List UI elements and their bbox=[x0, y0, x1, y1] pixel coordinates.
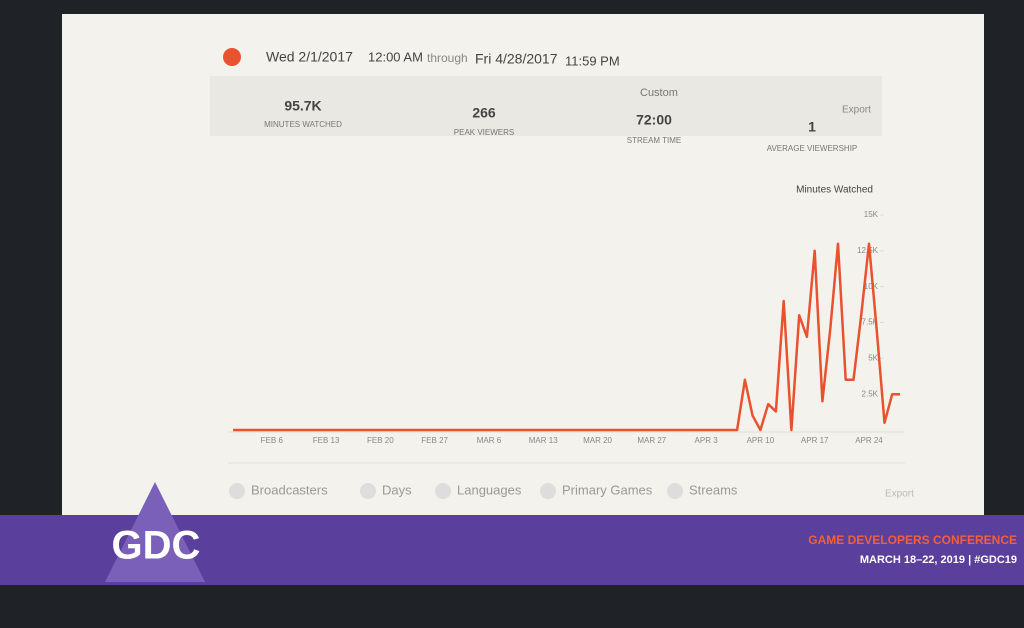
stat-label: MINUTES WATCHED bbox=[264, 120, 342, 129]
x-tick-label: APR 17 bbox=[801, 436, 829, 445]
tab-export[interactable]: Export bbox=[885, 489, 914, 500]
tab[interactable]: Days bbox=[382, 482, 412, 497]
stat-label: AVERAGE VIEWERSHIP bbox=[767, 144, 858, 153]
conference-name: GAME DEVELOPERS CONFERENCE bbox=[808, 533, 1017, 547]
gdc-logo: GDC bbox=[112, 524, 201, 568]
stat-value: 266 bbox=[472, 105, 496, 121]
tab[interactable]: Broadcasters bbox=[251, 482, 328, 497]
calendar-icon[interactable] bbox=[223, 48, 241, 66]
x-tick-label: FEB 6 bbox=[261, 436, 284, 445]
start-date[interactable]: Wed 2/1/2017 bbox=[266, 49, 353, 65]
y-tick-label: 10K bbox=[864, 282, 879, 291]
tab-icon[interactable] bbox=[360, 483, 376, 499]
tab-icon[interactable] bbox=[540, 483, 556, 499]
tab-icon[interactable] bbox=[435, 483, 451, 499]
x-tick-label: APR 3 bbox=[695, 436, 719, 445]
range-select[interactable]: Custom bbox=[640, 87, 678, 99]
x-tick-label: APR 24 bbox=[855, 436, 883, 445]
metric-select[interactable]: Minutes Watched bbox=[796, 185, 873, 196]
y-tick-label: 2.5K bbox=[862, 389, 879, 398]
line bbox=[233, 242, 900, 432]
tab-icon[interactable] bbox=[667, 483, 683, 499]
stat-label: PEAK VIEWERS bbox=[454, 128, 514, 137]
conference-dates: MARCH 18–22, 2019 | #GDC19 bbox=[860, 554, 1017, 566]
stat-value: 95.7K bbox=[284, 98, 321, 114]
x-tick-label: MAR 13 bbox=[529, 436, 558, 445]
stats-bar bbox=[210, 76, 882, 136]
x-tick-label: FEB 20 bbox=[367, 436, 394, 445]
x-tick-label: MAR 20 bbox=[583, 436, 612, 445]
tab[interactable]: Languages bbox=[457, 482, 522, 497]
x-tick-label: FEB 13 bbox=[313, 436, 340, 445]
through: through bbox=[427, 51, 468, 65]
y-tick-label: 15K bbox=[864, 210, 879, 219]
export[interactable]: Export bbox=[842, 105, 871, 116]
end-date[interactable]: Fri 4/28/2017 bbox=[475, 51, 558, 67]
stat-label: STREAM TIME bbox=[627, 136, 682, 145]
tab-icon[interactable] bbox=[229, 483, 245, 499]
x-tick-label: APR 10 bbox=[747, 436, 775, 445]
y-tick-label: 7.5K bbox=[862, 318, 879, 327]
y-tick-label: 5K bbox=[868, 353, 878, 362]
x-tick-label: MAR 6 bbox=[477, 436, 502, 445]
tab[interactable]: Streams bbox=[689, 482, 738, 497]
logo-shape bbox=[105, 482, 205, 582]
x-tick-label: FEB 27 bbox=[421, 436, 448, 445]
end-time[interactable]: 11:59 PM bbox=[565, 53, 620, 68]
stat-value: 1 bbox=[808, 119, 816, 135]
start-time[interactable]: 12:00 AM bbox=[368, 49, 423, 64]
tab[interactable]: Primary Games bbox=[562, 482, 653, 497]
x-tick-label: MAR 27 bbox=[637, 436, 666, 445]
stat-value: 72:00 bbox=[636, 112, 672, 128]
